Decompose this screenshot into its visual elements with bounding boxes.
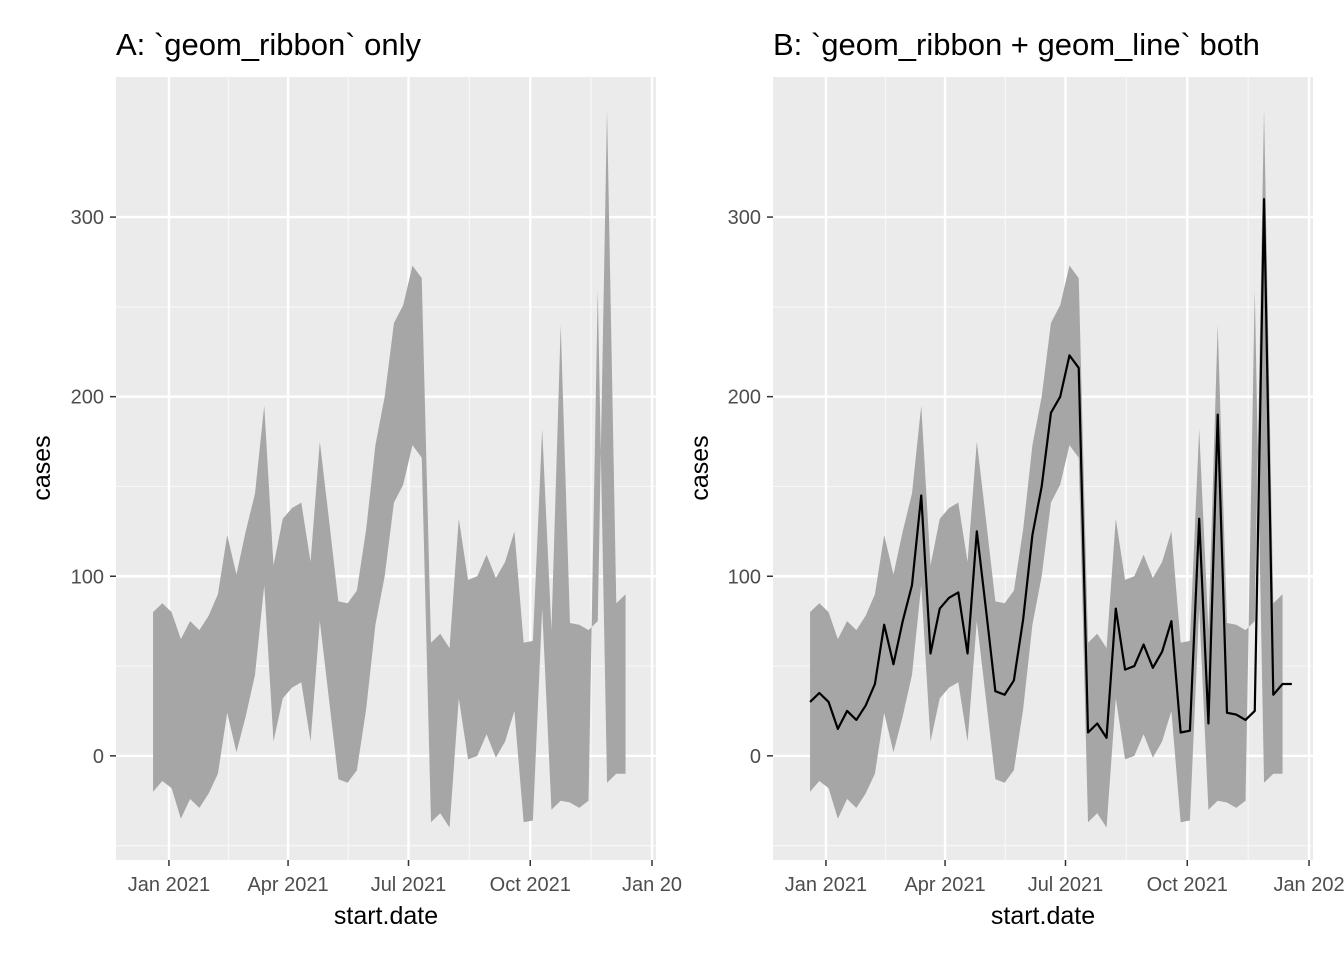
panel-b-x-axis-title: start.date — [991, 902, 1095, 930]
panel-b-y-axis-title: cases — [686, 435, 714, 500]
panel-b: B: `geom_ribbon + geom_line` both Jan 20… — [686, 27, 1344, 930]
panel-b-axis-ticks: Jan 2021 Apr 2021 Jul 2021 Oct 2021 Jan 202 0… — [728, 207, 1344, 896]
panel-a-y-tick-label: 0 — [93, 746, 104, 768]
panel-a-title: A: `geom_ribbon` only — [116, 27, 421, 62]
panel-b-x-tick-label: Oct 2021 — [1147, 874, 1228, 896]
panel-b-y-tick-label: 0 — [750, 746, 761, 768]
panel-b-ribbon — [810, 109, 1283, 828]
panel-b-marks — [809, 109, 1292, 828]
panel-a-y-tick-label: 100 — [71, 566, 104, 588]
panel-b-x-tick-label: Jul 2021 — [1028, 874, 1104, 896]
panel-a-x-tick-label: Jul 2021 — [371, 874, 447, 896]
panel-a-y-axis-title: cases — [28, 435, 56, 500]
panel-b-x-tick-label: Apr 2021 — [904, 874, 985, 896]
panel-b-line — [809, 198, 1292, 739]
panel-b-x-tick-label: Jan 202 — [1273, 874, 1344, 896]
panel-a-x-tick-label: Apr 2021 — [247, 874, 328, 896]
panel-b-y-tick-label: 300 — [728, 207, 761, 229]
panel-b-title: B: `geom_ribbon + geom_line` both — [773, 27, 1260, 62]
panel-a-x-tick-label: Jan 20 — [622, 874, 682, 896]
panel-a-y-tick-label: 300 — [71, 207, 104, 229]
panel-a-x-tick-label: Oct 2021 — [490, 874, 571, 896]
panel-a-minor-gridlines — [116, 77, 656, 860]
panel-a-y-tick-label: 200 — [71, 387, 104, 409]
panel-a-major-gridlines — [116, 77, 656, 860]
panel-a-x-axis-title: start.date — [334, 902, 438, 930]
panel-a-x-tick-label: Jan 2021 — [128, 874, 210, 896]
panel-a-axis-ticks: Jan 2021 Apr 2021 Jul 2021 Oct 2021 Jan 20 0 1… — [71, 207, 682, 896]
panel-a-ribbon — [153, 109, 626, 828]
panel-a: A: `geom_ribbon` only Jan 2021 Apr 2021 Ju… — [28, 27, 682, 930]
panel-b-y-tick-label: 100 — [728, 566, 761, 588]
panel-b-y-tick-label: 200 — [728, 387, 761, 409]
panel-b-x-tick-label: Jan 2021 — [785, 874, 867, 896]
panel-a-marks — [153, 109, 626, 828]
